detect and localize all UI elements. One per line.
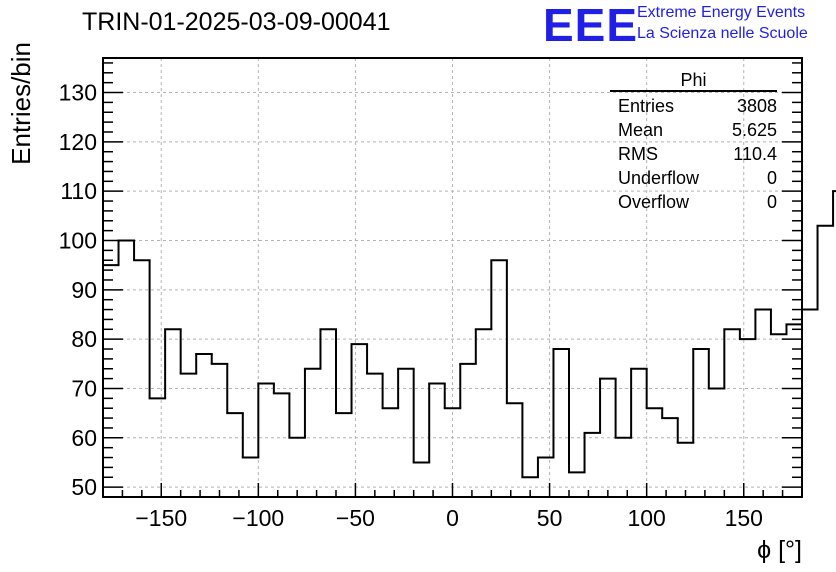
stats-value: 110.4 [733,144,777,164]
stats-label: Overflow [618,192,690,212]
chart-title: TRIN-01-2025-03-09-00041 [82,8,391,36]
stats-row-rms: RMS 110.4 [610,142,777,166]
y-tick-label: 120 [59,129,97,155]
stats-value: 5.625 [731,120,777,140]
y-tick-label: 60 [71,425,97,451]
stats-label: RMS [618,144,658,164]
x-tick-label: −150 [135,505,187,531]
stats-label: Mean [618,120,664,140]
y-tick-label: 80 [71,326,97,352]
y-axis-label: Entries/bin [6,42,36,165]
logo-subtitle-2: La Scienza nelle Scuole [637,25,808,42]
stats-value: 0 [766,168,777,188]
stats-row-overflow: Overflow 0 [610,190,777,214]
x-tick-label: 150 [725,505,763,531]
eee-logo: EEE [543,0,639,51]
x-axis-label: ϕ [°] [757,536,802,564]
grid-lines [103,58,802,497]
stats-row-mean: Mean 5.625 [610,118,777,142]
y-tick-label: 130 [59,80,97,106]
stats-row-underflow: Underflow 0 [610,166,777,190]
y-tick-label: 70 [71,375,97,401]
stats-label: Underflow [618,168,700,188]
axis-labels: 50 60 70 80 90 100 110 120 130 −150 −100 −50 0 50 100 1… [6,42,802,564]
y-tick-label: 110 [60,178,97,204]
x-tick-label: −100 [232,505,284,531]
stats-row-entries: Entries 3808 [610,94,777,118]
axis-ticks [103,62,803,498]
stats-box: Phi Entries 3808 Mean 5.625 RMS 110.4 Un… [610,70,777,214]
x-tick-label: 50 [537,505,563,531]
y-tick-label: 100 [59,228,97,254]
y-tick-label: 90 [71,277,97,303]
x-tick-label: 100 [627,505,665,531]
stats-value: 3808 [736,96,777,116]
stats-label: Entries [618,96,675,116]
x-tick-label: −50 [336,505,375,531]
y-tick-label: 50 [71,474,97,500]
stats-title: Phi [610,70,777,92]
x-tick-label: 0 [446,505,459,531]
logo-subtitle-1: Extreme Energy Events [637,4,806,21]
stats-value: 0 [766,192,777,212]
